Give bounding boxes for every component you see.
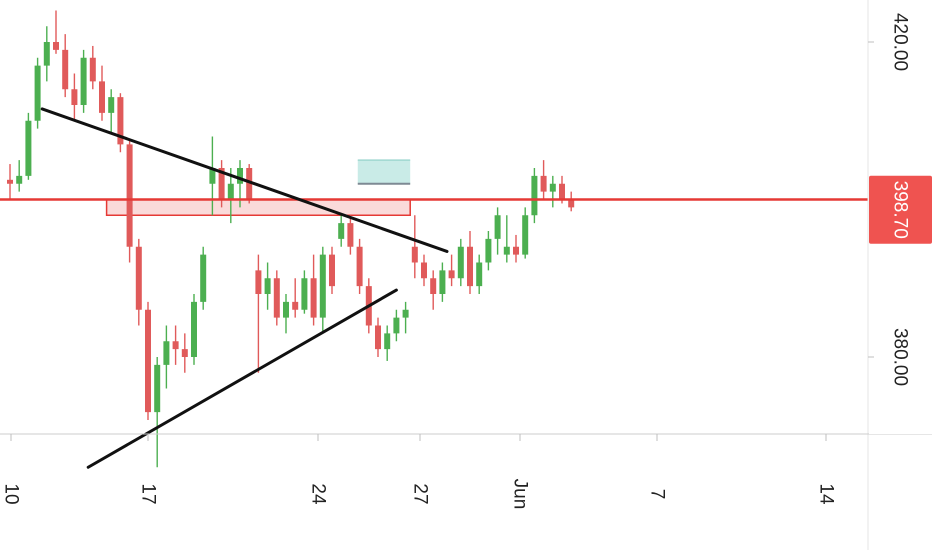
candle-down (89, 57, 96, 82)
candle-up (301, 278, 308, 310)
current-price-badge: 398.70 (869, 175, 932, 244)
time-tick-label: 24 (308, 483, 329, 505)
candle-down (145, 309, 151, 413)
candle-up (319, 254, 326, 318)
candle-up (503, 246, 510, 255)
lower-trendline (86, 288, 398, 469)
candle-down (310, 278, 317, 318)
candle-up (338, 223, 345, 239)
candle-down (421, 262, 427, 279)
candle-up (209, 168, 216, 184)
time-tick-label: 17 (138, 483, 159, 504)
candle-down (411, 246, 418, 263)
candle-down (7, 179, 13, 184)
candle-down (273, 278, 280, 318)
candle-down (347, 223, 354, 247)
candle-up (522, 215, 529, 255)
candle-down (255, 270, 262, 294)
candle-down (513, 246, 519, 255)
candle-down (62, 49, 69, 90)
candle-down (135, 246, 142, 310)
candle-up (439, 270, 446, 294)
time-tick-label: 14 (816, 483, 837, 505)
candle-down (172, 341, 179, 350)
candle-down (568, 199, 575, 208)
candle-up (531, 175, 538, 216)
candle-up (200, 254, 207, 302)
candle-up (25, 120, 32, 176)
candle-down (448, 270, 455, 279)
candle-down (71, 89, 78, 105)
candle-up (476, 262, 483, 287)
candle-up (264, 278, 271, 294)
candle-up (163, 341, 170, 365)
candle-up (43, 42, 50, 66)
candle-up (191, 301, 197, 357)
upper-trendline (40, 107, 449, 253)
candle-down (540, 175, 547, 192)
candle-up (549, 183, 556, 192)
candle-down (117, 97, 124, 145)
candle-up (457, 246, 464, 279)
candle-down (467, 246, 473, 287)
time-tick-label: 27 (410, 483, 431, 504)
time-tick-label: 7 (647, 489, 668, 500)
resistance-zone (105, 198, 411, 216)
candle-down (181, 349, 188, 357)
candle-up (154, 364, 161, 413)
candle-up (402, 309, 409, 318)
time-tick-label: 10 (1, 483, 22, 504)
candles-layer (7, 10, 575, 468)
price-tick-label: 380.00 (890, 328, 911, 386)
candle-down (430, 278, 437, 294)
target-zone (357, 160, 411, 184)
candle-up (34, 65, 41, 121)
candle-up (16, 175, 23, 184)
candle-up (494, 215, 501, 239)
candle-down (356, 246, 363, 287)
candle-up (108, 97, 115, 113)
price-tick-label: 420.00 (890, 13, 911, 71)
current-price-label: 398.70 (890, 181, 911, 239)
candle-down (126, 144, 133, 247)
candle-up (283, 301, 289, 318)
candle-up (227, 183, 234, 200)
time-axis[interactable]: 10 17 24 27 Jun 7 14 (1, 434, 837, 509)
candle-up (237, 168, 243, 184)
candle-down (246, 168, 253, 200)
candle-down (329, 254, 335, 287)
candle-down (375, 325, 381, 350)
current-price-badge-bg (869, 175, 932, 244)
candle-up (485, 238, 492, 263)
candle-down (53, 42, 59, 50)
candle-down (99, 81, 105, 113)
candle-up (384, 333, 391, 350)
drawings-layer (0, 107, 868, 469)
candle-down (292, 301, 299, 310)
candle-down (218, 168, 225, 200)
candle-down (559, 183, 565, 200)
candle-up (393, 317, 400, 334)
candle-up (80, 57, 87, 105)
time-tick-label: Jun (510, 479, 531, 510)
